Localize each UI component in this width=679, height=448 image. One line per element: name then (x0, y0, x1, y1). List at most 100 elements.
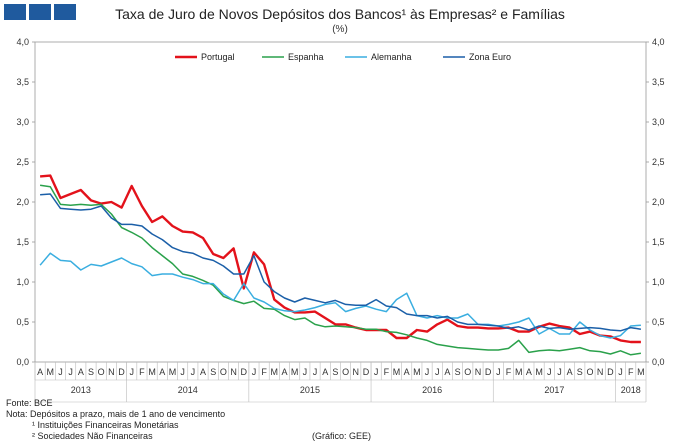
x-tick-label: A (322, 367, 328, 377)
x-tick-label: O (464, 367, 471, 377)
x-tick-label: F (628, 367, 634, 377)
legend-label: Alemanha (371, 52, 412, 62)
x-tick-label: D (241, 367, 248, 377)
x-tick-label: J (58, 367, 63, 377)
x-tick-label: S (332, 367, 338, 377)
y-tick-label-left: 2,5 (16, 157, 29, 167)
x-tick-label: O (220, 367, 227, 377)
chart-footer: Fonte: BCE Nota: Depósitos a prazo, mais… (6, 398, 225, 442)
x-tick-label: M (169, 367, 177, 377)
x-tick-label: M (271, 367, 279, 377)
y-tick-label-left: 1,5 (16, 237, 29, 247)
year-label: 2013 (71, 385, 91, 395)
year-label: 2017 (544, 385, 564, 395)
x-tick-label: A (567, 367, 573, 377)
y-tick-label-right: 2,0 (652, 197, 665, 207)
y-tick-label-right: 1,5 (652, 237, 665, 247)
methodology-note: Nota: Depósitos a prazo, mais de 1 ano d… (6, 409, 226, 419)
x-tick-label: S (88, 367, 94, 377)
chart-title: Taxa de Juro de Novos Depósitos dos Banc… (115, 6, 565, 22)
x-tick-label: J (425, 367, 430, 377)
y-tick-label-left: 3,0 (16, 117, 29, 127)
x-tick-label: N (353, 367, 360, 377)
series-line-espanha (39, 184, 642, 356)
legend-label: Zona Euro (469, 52, 511, 62)
logo-block (4, 4, 26, 20)
year-label: 2018 (621, 385, 641, 395)
y-tick-label-right: 3,0 (652, 117, 665, 127)
footnote-2: ² Sociedades Não Financeiras (32, 431, 153, 441)
legend-label: Portugal (201, 52, 235, 62)
plot-frame (34, 41, 647, 363)
y-tick-label-right: 2,5 (652, 157, 665, 167)
y-tick-label-right: 0,0 (652, 357, 665, 367)
logo-block (54, 4, 76, 20)
x-tick-label: O (586, 367, 593, 377)
x-tick-label: A (526, 367, 532, 377)
x-tick-label: J (252, 367, 257, 377)
x-tick-label: F (139, 367, 145, 377)
x-tick-label: J (374, 367, 379, 377)
x-tick-label: S (577, 367, 583, 377)
y-tick-label-right: 3,5 (652, 77, 665, 87)
x-tick-label: M (515, 367, 523, 377)
x-tick-label: J (618, 367, 623, 377)
x-tick-label: A (200, 367, 206, 377)
x-tick-label: J (435, 367, 440, 377)
chart-credit: (Gráfico: GEE) (312, 431, 372, 441)
x-tick-label: J (191, 367, 196, 377)
x-tick-label: M (148, 367, 156, 377)
x-tick-label: S (210, 367, 216, 377)
y-tick-label-right: 0,5 (652, 317, 665, 327)
x-tick-label: N (597, 367, 604, 377)
x-tick-label: M (47, 367, 55, 377)
x-tick-label: A (281, 367, 287, 377)
x-tick-label: M (535, 367, 543, 377)
x-tick-label: N (475, 367, 482, 377)
x-tick-label: J (557, 367, 562, 377)
x-tick-label: F (261, 367, 267, 377)
y-tick-label-right: 4,0 (652, 37, 665, 47)
x-tick-label: M (291, 367, 299, 377)
x-tick-label: N (230, 367, 237, 377)
y-tick-label-left: 1,0 (16, 277, 29, 287)
x-tick-label: J (496, 367, 501, 377)
x-tick-label: F (384, 367, 390, 377)
x-tick-label: J (68, 367, 73, 377)
x-tick-label: A (404, 367, 410, 377)
x-tick-label: J (303, 367, 308, 377)
x-tick-label: F (506, 367, 512, 377)
x-tick-label: D (118, 367, 125, 377)
logo-block (29, 4, 51, 20)
y-tick-label-left: 0,0 (16, 357, 29, 367)
legend-label: Espanha (288, 52, 324, 62)
source-note: Fonte: BCE (6, 398, 53, 408)
y-tick-label-left: 2,0 (16, 197, 29, 207)
year-label: 2014 (178, 385, 198, 395)
year-label: 2016 (422, 385, 442, 395)
x-tick-label: A (37, 367, 43, 377)
y-tick-label-left: 3,5 (16, 77, 29, 87)
x-tick-label: J (129, 367, 134, 377)
logo (4, 4, 76, 20)
x-tick-label: J (180, 367, 185, 377)
x-tick-label: J (547, 367, 552, 377)
x-tick-label: D (363, 367, 370, 377)
x-tick-label: J (313, 367, 318, 377)
chart-unit: (%) (332, 24, 348, 35)
x-tick-label: A (78, 367, 84, 377)
x-tick-label: M (413, 367, 421, 377)
x-tick-label: A (444, 367, 450, 377)
x-tick-label: O (98, 367, 105, 377)
series-line-zona-euro (40, 193, 642, 332)
year-label: 2015 (300, 385, 320, 395)
y-tick-label-left: 0,5 (16, 317, 29, 327)
x-tick-label: S (455, 367, 461, 377)
x-tick-label: D (607, 367, 614, 377)
x-tick-label: M (393, 367, 401, 377)
x-tick-label: M (637, 367, 645, 377)
y-tick-label-right: 1,0 (652, 277, 665, 287)
series-line-alemanha (39, 252, 641, 339)
series-line-portugal (40, 174, 641, 344)
